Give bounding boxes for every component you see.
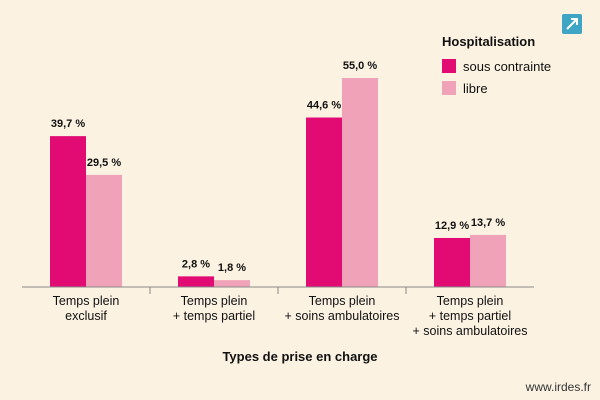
legend-swatch-libre — [442, 81, 456, 95]
bar-sous-contrainte-0 — [50, 136, 86, 287]
category-label-2-line-0: Temps plein — [309, 294, 376, 308]
data-label-sous-contrainte-3: 12,9 % — [435, 220, 469, 232]
data-label-libre-2: 55,0 % — [343, 60, 377, 72]
legend-swatch-sous-contrainte — [442, 59, 456, 73]
data-label-libre-3: 13,7 % — [471, 217, 505, 229]
bar-libre-2 — [342, 78, 378, 287]
legend-item-sous-contrainte: sous contrainte — [442, 57, 551, 75]
data-label-sous-contrainte-2: 44,6 % — [307, 100, 341, 112]
source-footer: www.irdes.fr — [525, 380, 591, 394]
x-axis-title: Types de prise en charge — [222, 349, 378, 364]
category-label-3-line-0: Temps plein — [437, 294, 504, 308]
bar-sous-contrainte-3 — [434, 237, 470, 287]
category-label-3-line-2: + soins ambulatoires — [413, 324, 528, 338]
bar-sous-contrainte-2 — [306, 117, 342, 288]
legend-label-libre: libre — [463, 80, 488, 96]
legend: Hospitalisation sous contrainte libre — [442, 34, 551, 101]
data-label-libre-1: 1,8 % — [218, 262, 246, 274]
category-label-0-line-0: Temps plein — [53, 294, 120, 308]
bar-libre-1 — [214, 280, 250, 287]
legend-label-sous-contrainte: sous contrainte — [463, 58, 552, 74]
expand-arrow-icon[interactable] — [562, 14, 582, 34]
data-label-sous-contrainte-0: 39,7 % — [51, 118, 85, 130]
category-label-2-line-1: + soins ambulatoires — [285, 309, 400, 323]
category-label-1-line-0: Temps plein — [181, 294, 248, 308]
legend-item-libre: libre — [442, 79, 551, 97]
category-label-0-line-1: exclusif — [65, 309, 107, 323]
category-label-3-line-1: + temps partiel — [429, 309, 511, 323]
legend-title: Hospitalisation — [442, 34, 536, 49]
bar-libre-0 — [86, 174, 122, 287]
data-label-libre-0: 29,5 % — [87, 157, 121, 169]
category-label-1-line-1: + temps partiel — [173, 309, 255, 323]
bar-libre-3 — [470, 234, 506, 287]
data-label-sous-contrainte-1: 2,8 % — [182, 258, 210, 270]
bar-sous-contrainte-1 — [178, 276, 214, 287]
